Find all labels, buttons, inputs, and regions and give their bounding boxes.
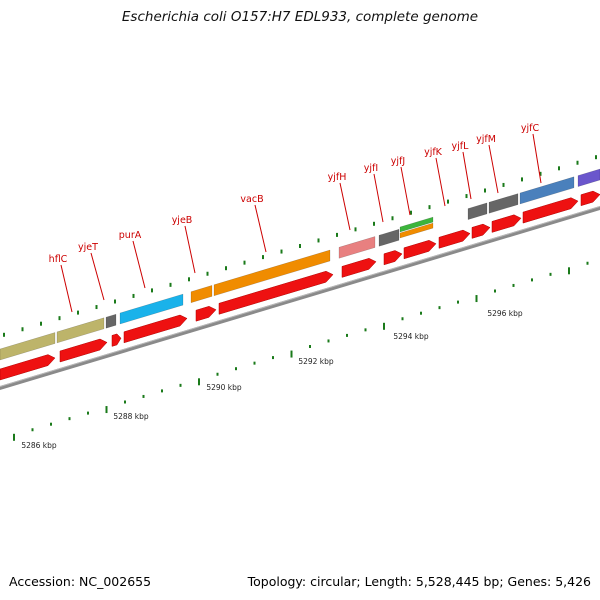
kbp-labels: 5286 kbp 5288 kbp 5290 kbp 5292 kbp 5294 kbp… bbox=[21, 309, 523, 450]
cds-arrow-1 bbox=[0, 354, 56, 381]
yjfM-bar bbox=[488, 193, 519, 214]
cds-features bbox=[0, 190, 600, 381]
gene-label-purA: purA bbox=[119, 230, 142, 241]
purA-bar bbox=[119, 293, 184, 325]
gene-leader-line bbox=[488, 144, 499, 194]
genome-title: Escherichia coli O157:H7 EDL933, complet… bbox=[121, 9, 479, 25]
gene-label-yjfK: yjfK bbox=[424, 147, 443, 158]
kbp-label: 5292 kbp bbox=[298, 357, 334, 366]
yjfI-bar bbox=[378, 228, 400, 247]
yjfJ-green-bar bbox=[399, 216, 434, 233]
yjfH-bar bbox=[338, 236, 376, 259]
gene-leader-line bbox=[532, 133, 542, 184]
cds-arrow-14 bbox=[580, 190, 600, 207]
backbone-highlight bbox=[0, 206, 600, 387]
yjfL-bar bbox=[467, 202, 488, 220]
gene-label-yjfL: yjfL bbox=[452, 141, 470, 152]
cds-arrow-8 bbox=[383, 250, 403, 266]
hflK-bar bbox=[0, 332, 56, 361]
kbp-label: 5290 kbp bbox=[206, 383, 242, 392]
genome-summary-text: Topology: circular; Length: 5,528,445 bp… bbox=[247, 574, 591, 589]
cds-arrow-12 bbox=[491, 214, 522, 233]
gene-label-yjfJ: yjfJ bbox=[391, 156, 405, 167]
gene-leader-line bbox=[400, 166, 411, 216]
yjfC-bar bbox=[519, 176, 575, 205]
kbp-label: 5294 kbp bbox=[393, 332, 429, 341]
cds-arrow-13 bbox=[522, 197, 579, 224]
cds-arrow-5 bbox=[195, 306, 217, 322]
yjeB-bar bbox=[190, 285, 213, 304]
kbp-label: 5288 kbp bbox=[113, 412, 149, 421]
gene-label-yjfH: yjfH bbox=[328, 172, 347, 183]
gene-leader-line bbox=[254, 204, 267, 253]
gene-label-yjeB: yjeB bbox=[172, 215, 193, 226]
scale-ticks bbox=[13, 261, 589, 441]
accession-text: Accession: NC_002655 bbox=[9, 574, 152, 589]
cds-arrow-2 bbox=[59, 338, 108, 363]
cds-arrow-6 bbox=[218, 270, 334, 315]
gene-leader-line bbox=[435, 157, 446, 207]
gene-label-yjfI: yjfI bbox=[364, 163, 378, 174]
gene-labels: hflC yjeT purA yjeB vacB yjfH yjfI yjfJ yjfK yjfL… bbox=[49, 123, 542, 313]
gene-leader-line bbox=[339, 182, 351, 231]
gene-features bbox=[0, 168, 600, 361]
cds-arrow-9 bbox=[403, 240, 437, 260]
gene-leader-line bbox=[60, 264, 73, 313]
genome-backbone bbox=[0, 206, 600, 390]
cds-arrow-7 bbox=[341, 258, 377, 278]
gene-leader-line bbox=[184, 225, 196, 274]
cds-arrow-3 bbox=[111, 333, 122, 347]
gene-leader-line bbox=[373, 173, 384, 223]
gene-label-hflC: hflC bbox=[49, 254, 68, 265]
gene-leader-line bbox=[132, 240, 146, 289]
cds-arrow-4 bbox=[123, 314, 188, 344]
cds-arrow-11 bbox=[471, 223, 491, 239]
kbp-label: 5286 kbp bbox=[21, 441, 57, 450]
cds-arrow-10 bbox=[438, 229, 471, 249]
next-gene-bar bbox=[577, 168, 600, 187]
kbp-label: 5296 kbp bbox=[487, 309, 523, 318]
gene-leader-line bbox=[90, 252, 105, 301]
vacB-bar bbox=[213, 249, 331, 297]
gene-label-yjfM: yjfM bbox=[476, 134, 496, 145]
gene-label-yjfC: yjfC bbox=[521, 123, 540, 134]
gene-leader-line bbox=[462, 151, 472, 200]
feature-ticks bbox=[3, 155, 597, 337]
yjeT-bar bbox=[105, 313, 117, 329]
gene-label-yjeT: yjeT bbox=[78, 242, 98, 253]
gene-label-vacB: vacB bbox=[240, 194, 263, 205]
hflC-bar bbox=[56, 317, 105, 344]
yjfJ-orange-bar bbox=[399, 222, 434, 239]
